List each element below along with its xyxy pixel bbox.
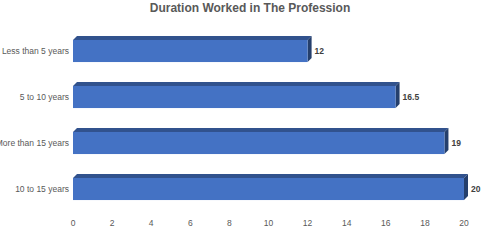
bar-depth-side — [464, 174, 468, 200]
bar-depth-side — [444, 128, 448, 154]
bars — [73, 36, 468, 200]
x-tick-label: 10 — [264, 218, 274, 228]
chart-title: Duration Worked in The Profession — [150, 1, 350, 15]
labels: Less than 5 years 12 5 to 10 years 16.5 More… — [0, 46, 481, 194]
y-tick-label: Less than 5 years — [2, 46, 69, 56]
x-tick-label: 12 — [303, 218, 313, 228]
bar-depth-top — [73, 36, 312, 40]
y-tick-label: 5 to 10 years — [20, 92, 69, 102]
x-tick-label: 8 — [227, 218, 232, 228]
chart: Duration Worked in The Profession 0 2 4 6 8 10… — [0, 0, 500, 235]
x-tick-label: 20 — [459, 218, 469, 228]
x-tick-label: 18 — [420, 218, 430, 228]
x-axis: 0 2 4 6 8 10 12 14 16 18 20 — [71, 212, 469, 228]
x-tick-label: 2 — [110, 218, 115, 228]
bar — [73, 178, 464, 200]
x-tick-label: 14 — [342, 218, 352, 228]
x-tick-label: 16 — [381, 218, 391, 228]
data-label: 12 — [315, 46, 325, 56]
y-tick-label: More than 15 years — [0, 138, 69, 148]
x-tick-label: 0 — [71, 218, 76, 228]
bar — [73, 40, 308, 62]
data-label: 16.5 — [403, 92, 420, 102]
y-tick-label: 10 to 15 years — [15, 184, 69, 194]
data-label: 19 — [451, 138, 461, 148]
bar-depth-side — [308, 36, 312, 62]
bar — [73, 86, 396, 108]
x-tick-label: 6 — [188, 218, 193, 228]
data-label: 20 — [471, 184, 481, 194]
bar-depth-top — [73, 128, 448, 132]
bar-depth-top — [73, 82, 400, 86]
bar-depth-side — [396, 82, 400, 108]
bar-depth-top — [73, 174, 468, 178]
bar — [73, 132, 444, 154]
x-tick-label: 4 — [149, 218, 154, 228]
